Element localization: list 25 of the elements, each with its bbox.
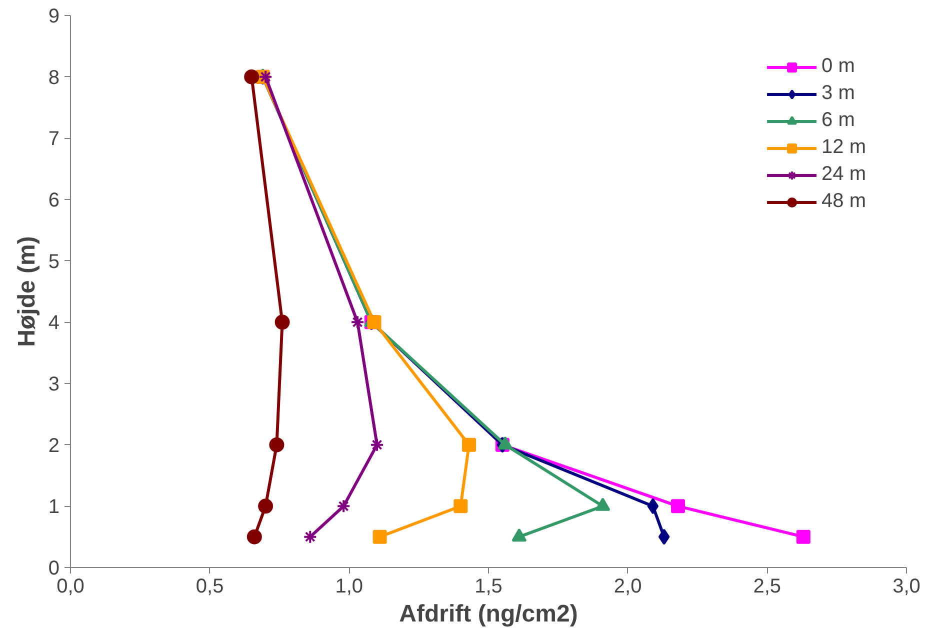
y-tick-label: 8: [48, 66, 60, 89]
x-tick-label: 2,0: [614, 576, 642, 598]
x-tick-label: 0,0: [56, 576, 84, 598]
y-tick-label: 2: [48, 434, 60, 457]
legend-label: 12 m: [822, 136, 866, 159]
y-tick-label: 0: [48, 558, 60, 580]
legend-label: 48 m: [822, 190, 866, 213]
legend-label: 6 m: [822, 109, 855, 132]
legend-label: 0 m: [822, 55, 855, 78]
legend-label: 24 m: [822, 163, 866, 186]
y-tick-label: 9: [48, 6, 60, 28]
y-tick-label: 5: [48, 250, 60, 273]
y-axis-title: Højde (m): [13, 236, 40, 347]
y-tick-label: 6: [48, 190, 60, 212]
x-tick-label: 0,5: [196, 576, 224, 598]
x-tick-label: 3,0: [892, 576, 920, 598]
y-tick-label: 4: [48, 312, 60, 334]
x-tick-label: 1,5: [474, 576, 502, 598]
y-tick-label: 1: [48, 496, 60, 518]
x-tick-label: 2,5: [753, 576, 782, 598]
legend-label: 3 m: [822, 82, 855, 105]
y-tick-label: 3: [48, 374, 60, 396]
x-tick-label: 1,0: [335, 576, 364, 598]
y-tick-label: 7: [48, 128, 60, 150]
x-axis-title: Afdrift (ng/cm2): [399, 600, 578, 628]
